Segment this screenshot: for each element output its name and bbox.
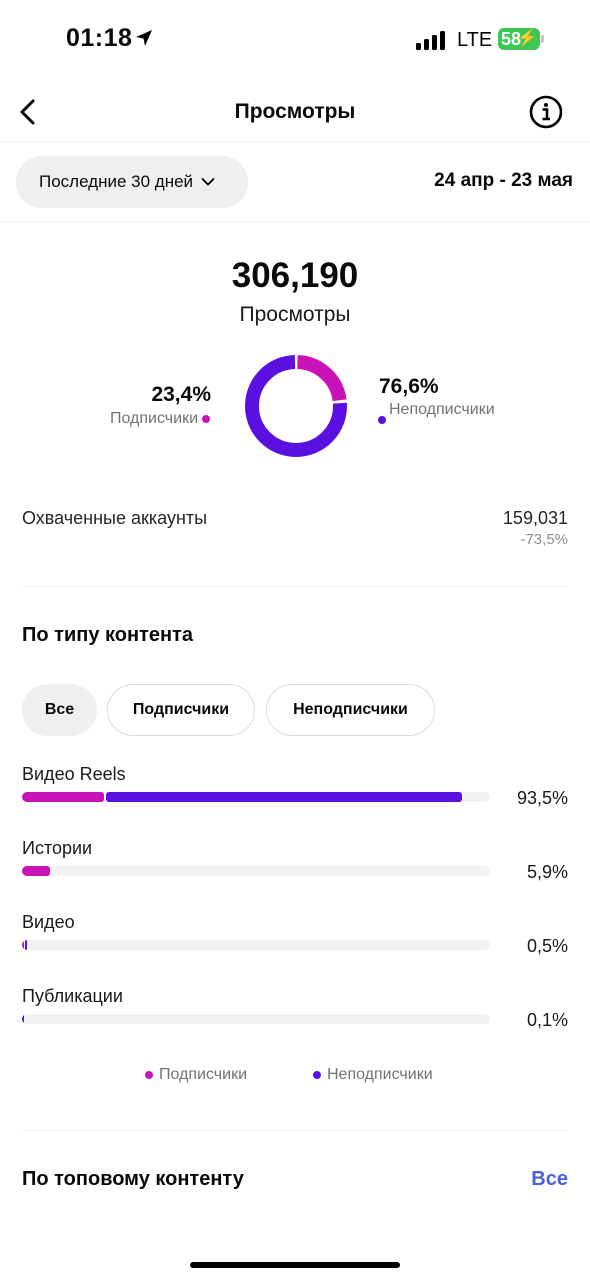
nonfollowers-dot [378, 416, 386, 424]
content-type-percentage: 93,5% [516, 788, 568, 808]
nonfollowers-bar-segment [22, 1014, 24, 1024]
legend-followers: Подписчики [145, 1066, 247, 1084]
divider [22, 1130, 568, 1131]
content-type-row: Истории 5,9% [22, 838, 568, 898]
status-bar: 01:18 LTE 58 ⚡ [0, 0, 590, 80]
followers-bar-segment [22, 792, 104, 802]
legend-followers-label: Подписчики [159, 1066, 248, 1083]
content-type-name: Видео [22, 912, 75, 932]
divider [0, 222, 590, 223]
divider [0, 142, 590, 143]
content-type-bar [22, 940, 490, 950]
page-title: Просмотры [234, 100, 356, 123]
nonfollowers-label: Неподписчики [389, 401, 495, 418]
divider [22, 586, 568, 587]
content-type-percentage: 0,1% [526, 1010, 568, 1030]
followers-label: Подписчики [109, 410, 198, 427]
back-chevron-icon[interactable] [14, 96, 44, 128]
reach-change: -73,5% [520, 531, 568, 548]
content-type-bar [22, 866, 490, 876]
filter-all-button[interactable]: Все [22, 684, 97, 736]
info-icon[interactable] [528, 94, 564, 130]
period-dropdown[interactable]: Последние 30 дней [16, 156, 248, 208]
reach-label: Охваченные аккаунты [22, 508, 208, 528]
battery-cap [541, 35, 544, 43]
period-label: Последние 30 дней [39, 172, 194, 191]
legend-nonfollowers: Неподписчики [313, 1066, 433, 1084]
location-arrow-icon [136, 30, 152, 46]
total-views-label: Просмотры [239, 303, 351, 326]
content-type-bar [22, 1014, 490, 1024]
top-content-title: По топовому контенту [22, 1168, 244, 1190]
nonfollowers-bar-segment [105, 792, 462, 802]
nonfollowers-dot [313, 1071, 321, 1079]
content-type-name: Публикации [22, 986, 123, 1006]
content-type-row: Публикации 0,1% [22, 986, 568, 1046]
battery-icon: 58 ⚡ [498, 28, 540, 50]
battery-level: 58 [501, 29, 522, 49]
network-type: LTE [457, 29, 493, 51]
content-type-title: По типу контента [22, 624, 193, 646]
nonfollowers-percentage: 76,6% [379, 375, 439, 398]
followers-dot [202, 415, 210, 423]
filter-followers-button[interactable]: Подписчики [107, 684, 255, 736]
nonfollowers-legend: Неподписчики [378, 400, 500, 424]
legend-nonfollowers-label: Неподписчики [327, 1066, 433, 1083]
followers-donut-chart [245, 355, 347, 457]
followers-bar-segment [22, 866, 50, 876]
content-type-bar [22, 792, 490, 802]
cellular-signal-icon [416, 30, 446, 50]
charging-bolt-icon: ⚡ [517, 30, 537, 47]
content-type-name: Видео Reels [22, 764, 126, 784]
reach-value: 159,031 [502, 508, 568, 528]
nonfollowers-bar-segment [24, 940, 27, 950]
content-type-row: Видео 0,5% [22, 912, 568, 972]
followers-dot [145, 1071, 153, 1079]
status-time: 01:18 [66, 24, 133, 52]
content-type-name: Истории [22, 838, 93, 858]
top-content-all-link[interactable]: Все [531, 1168, 568, 1190]
followers-legend: Подписчики [110, 410, 210, 428]
home-indicator[interactable] [190, 1262, 400, 1268]
followers-bar-segment [22, 940, 24, 950]
donut-nonfollowers-segment [245, 355, 347, 457]
content-type-percentage: 5,9% [526, 862, 568, 882]
date-range: 24 апр - 23 мая [434, 170, 573, 191]
chevron-down-icon [201, 178, 215, 186]
total-views: 306,190 [231, 256, 359, 295]
content-type-percentage: 0,5% [526, 936, 568, 956]
nav-bar: Просмотры [0, 80, 590, 144]
followers-percentage: 23,4% [151, 383, 211, 406]
content-type-row: Видео Reels 93,5% [22, 764, 568, 824]
filter-nonfollowers-button[interactable]: Неподписчики [266, 684, 435, 736]
